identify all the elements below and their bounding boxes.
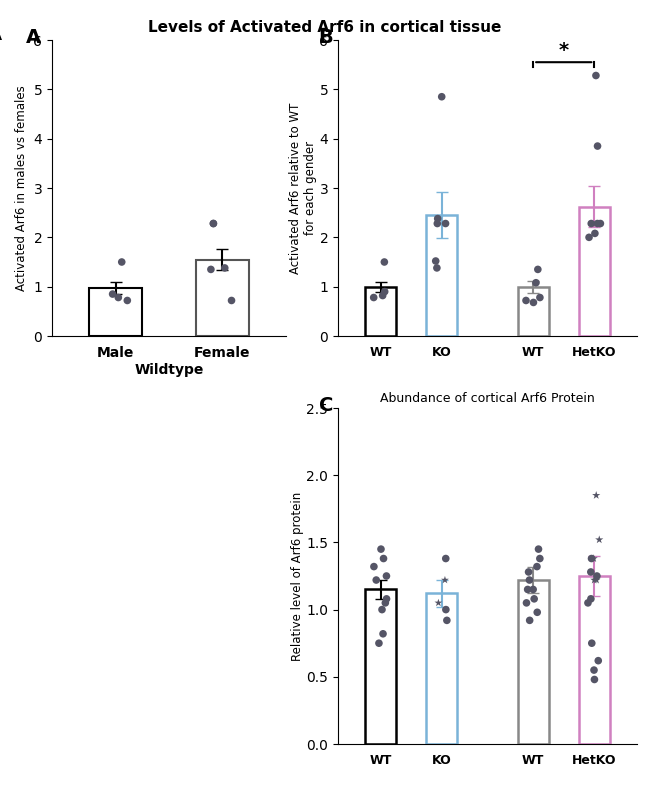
Point xyxy=(528,583,538,596)
Text: B: B xyxy=(318,28,333,47)
Point xyxy=(432,262,442,274)
Text: Female: Female xyxy=(536,490,592,504)
Point xyxy=(378,552,389,565)
Point xyxy=(379,256,389,269)
Point xyxy=(432,212,443,225)
Point xyxy=(591,69,601,82)
Point xyxy=(430,254,441,267)
Y-axis label: Activated Arf6 relative to WT
for each gender: Activated Arf6 relative to WT for each g… xyxy=(289,102,317,274)
Point xyxy=(382,570,392,582)
Point xyxy=(433,597,443,610)
Point xyxy=(586,637,597,650)
Point xyxy=(369,291,379,304)
Text: *: * xyxy=(559,41,569,60)
Point xyxy=(441,614,452,626)
Point xyxy=(523,583,533,596)
Bar xyxy=(426,594,457,744)
Point xyxy=(583,597,593,610)
Title: Abundance of cortical Arf6 Protein: Abundance of cortical Arf6 Protein xyxy=(380,393,595,406)
Point xyxy=(376,542,386,555)
Point xyxy=(533,542,543,555)
Point xyxy=(380,286,390,298)
Point xyxy=(220,262,230,274)
Point xyxy=(521,597,532,610)
Point xyxy=(586,217,597,230)
Bar xyxy=(196,259,249,336)
Point xyxy=(532,263,543,276)
Point xyxy=(371,574,382,586)
Point xyxy=(208,217,218,230)
Bar xyxy=(579,206,610,336)
Point xyxy=(432,217,443,230)
Point xyxy=(107,288,118,301)
Point xyxy=(122,294,133,307)
Y-axis label: Activated Arf6 in males vs females: Activated Arf6 in males vs females xyxy=(15,85,28,291)
Bar xyxy=(518,286,549,336)
Point xyxy=(532,606,542,618)
Point xyxy=(592,140,603,153)
Point xyxy=(525,614,535,626)
Bar xyxy=(579,576,610,744)
Point xyxy=(116,256,127,269)
Point xyxy=(586,552,597,565)
Point xyxy=(378,627,388,640)
Point xyxy=(592,217,603,230)
Point xyxy=(205,263,216,276)
Point xyxy=(591,489,601,502)
Point xyxy=(525,574,535,586)
Bar xyxy=(518,580,549,744)
Point xyxy=(523,566,534,578)
X-axis label: Wildtype: Wildtype xyxy=(135,362,203,377)
Y-axis label: Relative level of Arf6 protein: Relative level of Arf6 protein xyxy=(291,491,304,661)
Point xyxy=(378,289,388,302)
Point xyxy=(592,570,602,582)
Point xyxy=(535,291,545,304)
Point xyxy=(531,276,541,289)
Point xyxy=(441,603,451,616)
Text: C: C xyxy=(318,396,333,415)
Point xyxy=(113,291,124,304)
Point xyxy=(590,227,600,240)
Point xyxy=(380,597,391,610)
Point xyxy=(440,217,450,230)
Point xyxy=(593,654,603,667)
Point xyxy=(535,552,545,565)
Point xyxy=(441,552,451,565)
Point xyxy=(584,231,594,244)
Point xyxy=(589,574,599,586)
Bar xyxy=(365,590,396,744)
Bar xyxy=(365,286,396,336)
Point xyxy=(588,552,599,565)
Point xyxy=(377,603,387,616)
Text: Male: Male xyxy=(393,490,430,504)
Point xyxy=(521,294,531,307)
Point xyxy=(594,534,604,546)
Point xyxy=(437,90,447,103)
Bar xyxy=(426,215,457,336)
Point xyxy=(440,574,450,586)
Point xyxy=(586,566,596,578)
Point xyxy=(532,560,542,573)
Point xyxy=(590,673,600,686)
Text: Levels of Activated Arf6 in cortical tissue: Levels of Activated Arf6 in cortical tis… xyxy=(148,20,502,35)
Point xyxy=(589,664,599,677)
Point xyxy=(595,217,606,230)
Text: A: A xyxy=(26,28,41,47)
Point xyxy=(529,593,539,606)
Point xyxy=(369,560,379,573)
Text: A: A xyxy=(0,26,1,44)
Bar xyxy=(89,288,142,336)
Point xyxy=(586,593,596,606)
Point xyxy=(208,217,218,230)
Point xyxy=(528,296,539,309)
Point xyxy=(592,574,602,586)
Point xyxy=(382,593,392,606)
Point xyxy=(226,294,237,307)
Point xyxy=(374,637,384,650)
